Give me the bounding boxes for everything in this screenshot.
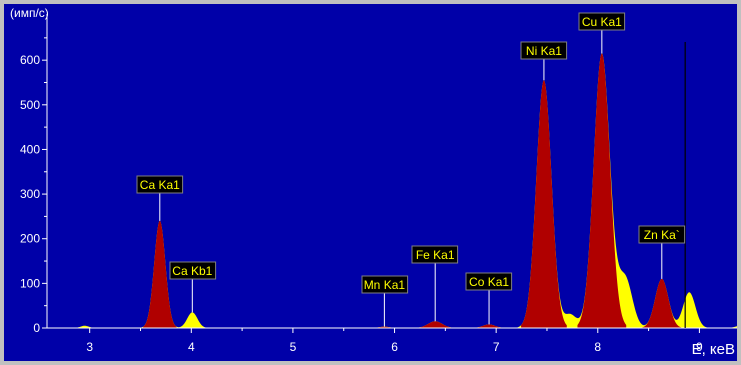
peak-fill-0: [143, 220, 177, 328]
y-tick-label: 200: [20, 232, 40, 246]
peak-label-3: Fe Ka1: [416, 248, 455, 262]
x-tick-label: 8: [594, 340, 601, 354]
y-tick-label: 300: [20, 187, 40, 201]
peak-label-4: Co Ka1: [469, 275, 509, 289]
y-unit-label: (имп/с): [10, 6, 49, 20]
peak-label-7: Zn Ka`: [644, 228, 680, 242]
peak-label-box-4: [465, 272, 513, 291]
peak-fill-5: [521, 80, 567, 328]
x-axis-title: E, кеВ: [691, 341, 735, 358]
peak-label-box-3: [411, 245, 459, 264]
x-tick-label: 7: [493, 340, 500, 354]
peak-label-box-6: [578, 12, 626, 31]
peak-label-box-7: [638, 225, 686, 244]
x-tick-label: 5: [290, 340, 297, 354]
y-tick-label: 400: [20, 142, 40, 156]
peak-label-box-2: [361, 275, 409, 294]
peak-label-box-1: [169, 261, 217, 280]
peak-label-box-5: [520, 41, 568, 60]
x-tick-label: 6: [391, 340, 398, 354]
x-tick-label: 4: [188, 340, 195, 354]
peak-fill-6: [577, 53, 627, 328]
y-tick-label: 100: [20, 276, 40, 290]
peak-label-1: Ca Kb1: [172, 264, 212, 278]
peak-fill-7: [641, 278, 682, 328]
y-tick-label: 600: [20, 53, 40, 67]
x-tick-label: 9: [696, 340, 703, 354]
peak-label-box-0: [136, 175, 184, 194]
peak-label-6: Cu Ka1: [582, 15, 622, 29]
peak-label-2: Mn Ka1: [364, 278, 406, 292]
peak-label-5: Ni Ka1: [526, 44, 562, 58]
peak-fill-4: [470, 324, 508, 328]
peak-fill-3: [413, 321, 457, 328]
y-tick-label: 500: [20, 98, 40, 112]
peak-label-0: Ca Ka1: [140, 178, 180, 192]
x-tick-label: 3: [86, 340, 93, 354]
y-tick-label: 0: [33, 321, 40, 335]
